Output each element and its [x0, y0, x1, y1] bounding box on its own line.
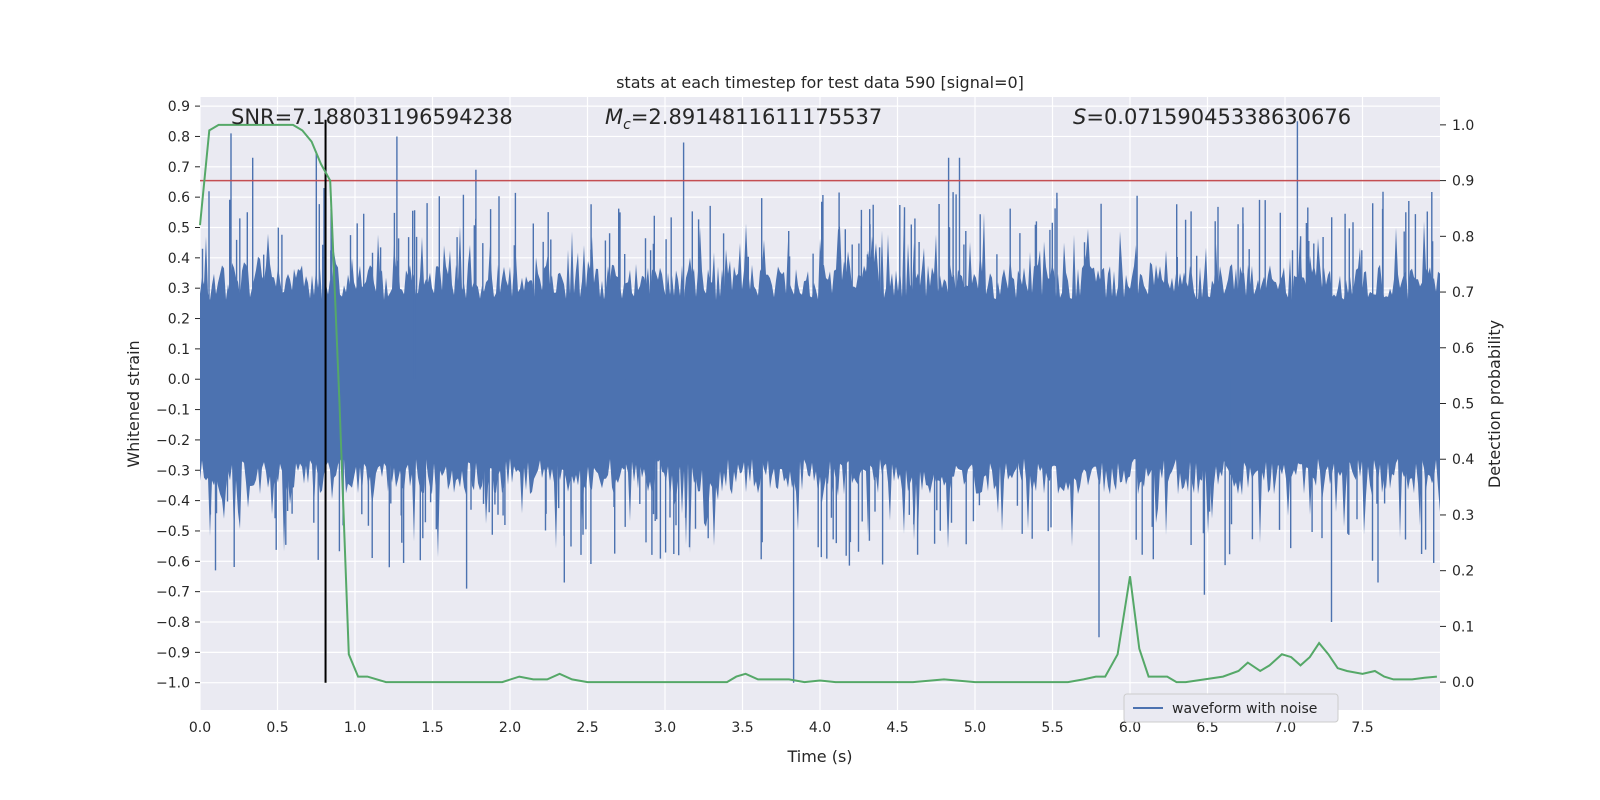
mc-subscript: c	[623, 117, 631, 133]
y-right-tick-label: 0.2	[1452, 564, 1474, 580]
x-tick-label: 6.0	[1119, 720, 1141, 736]
y-right-tick-label: 0.8	[1452, 229, 1474, 245]
y-right-tick-label: 0.4	[1452, 452, 1474, 468]
y-left-tick-label: 0.1	[168, 342, 190, 358]
y-left-tick-label: −0.4	[156, 494, 190, 510]
y-left-tick-label: −1.0	[156, 676, 190, 692]
y-left-tick-label: 0.7	[168, 160, 190, 176]
x-tick-label: 5.0	[964, 720, 986, 736]
x-tick-label: 3.0	[654, 720, 676, 736]
left-axis-ticks: 0.9 0.8 0.7 0.6 0.5 0.4 0.3 0.2 0.1 0.0 −0.1 −0.2 −0…	[156, 99, 200, 692]
s-annotation: S=0.07159045338630676	[1073, 105, 1351, 129]
right-axis-label: Detection probability	[1485, 320, 1504, 488]
mc-value: =2.8914811611175537	[631, 105, 882, 129]
x-tick-label: 3.5	[731, 720, 753, 736]
y-left-tick-label: 0.8	[168, 129, 190, 145]
y-left-tick-label: −0.5	[156, 524, 190, 540]
y-right-tick-label: 0.1	[1452, 619, 1474, 635]
x-tick-label: 2.5	[576, 720, 598, 736]
x-tick-label: 4.5	[886, 720, 908, 736]
y-left-tick-label: −0.2	[156, 433, 190, 449]
y-right-tick-label: 0.6	[1452, 341, 1474, 357]
x-tick-label: 0.0	[189, 720, 211, 736]
y-left-tick-label: −0.9	[156, 645, 190, 661]
s-value: =0.07159045338630676	[1086, 105, 1351, 129]
snr-annotation: SNR=7.188031196594238	[231, 105, 513, 129]
legend-label: waveform with noise	[1172, 701, 1317, 717]
x-tick-label: 4.0	[809, 720, 831, 736]
legend: waveform with noise	[1123, 693, 1339, 723]
x-tick-label: 1.5	[421, 720, 443, 736]
waveform-body	[200, 213, 1440, 558]
x-tick-label: 5.5	[1041, 720, 1063, 736]
y-right-tick-label: 0.5	[1452, 397, 1474, 413]
mc-annotation: Mc=2.8914811611175537	[605, 105, 882, 133]
s-symbol: S	[1073, 105, 1086, 129]
right-axis-ticks: 1.0 0.9 0.8 0.7 0.6 0.5 0.4 0.3 0.2 0.1 0.0	[1440, 118, 1474, 691]
y-left-tick-label: −0.6	[156, 554, 190, 570]
x-tick-label: 2.0	[499, 720, 521, 736]
y-left-tick-label: 0.2	[168, 312, 190, 328]
waveform-spikes	[201, 121, 1435, 683]
y-right-tick-label: 0.7	[1452, 285, 1474, 301]
detection-probability-line	[199, 123, 1437, 684]
y-left-tick-label: −0.8	[156, 615, 190, 631]
y-left-tick-label: −0.3	[156, 463, 190, 479]
x-axis-label: Time (s)	[786, 747, 852, 766]
waveform-series	[200, 121, 1440, 683]
left-axis-label: Whitened strain	[124, 340, 143, 467]
y-left-tick-label: 0.3	[168, 281, 190, 297]
legend-box	[1123, 693, 1339, 723]
y-left-tick-label: 0.0	[168, 372, 190, 388]
y-left-tick-label: −0.1	[156, 403, 190, 419]
x-tick-label: 7.5	[1351, 720, 1373, 736]
mc-symbol: M	[605, 105, 623, 129]
y-left-tick-label: 0.4	[168, 251, 190, 267]
y-left-tick-label: −0.7	[156, 585, 190, 601]
x-tick-label: 7.0	[1274, 720, 1296, 736]
y-right-tick-label: 0.3	[1452, 508, 1474, 524]
x-tick-label: 1.0	[344, 720, 366, 736]
x-tick-label: 0.5	[266, 720, 288, 736]
y-right-tick-label: 1.0	[1452, 118, 1474, 134]
y-right-tick-label: 0.9	[1452, 174, 1474, 190]
chart-title: stats at each timestep for test data 590…	[616, 73, 1024, 92]
x-axis-ticks: 0.0 0.5 1.0 1.5 2.0 2.5 3.0 3.5 4.0 4.5 5.0 5.5 6.0 6…	[189, 720, 1374, 736]
y-right-tick-label: 0.0	[1452, 675, 1474, 691]
x-tick-label: 6.5	[1196, 720, 1218, 736]
y-left-tick-label: 0.9	[168, 99, 190, 115]
y-left-tick-label: 0.6	[168, 190, 190, 206]
y-left-tick-label: 0.5	[168, 220, 190, 236]
